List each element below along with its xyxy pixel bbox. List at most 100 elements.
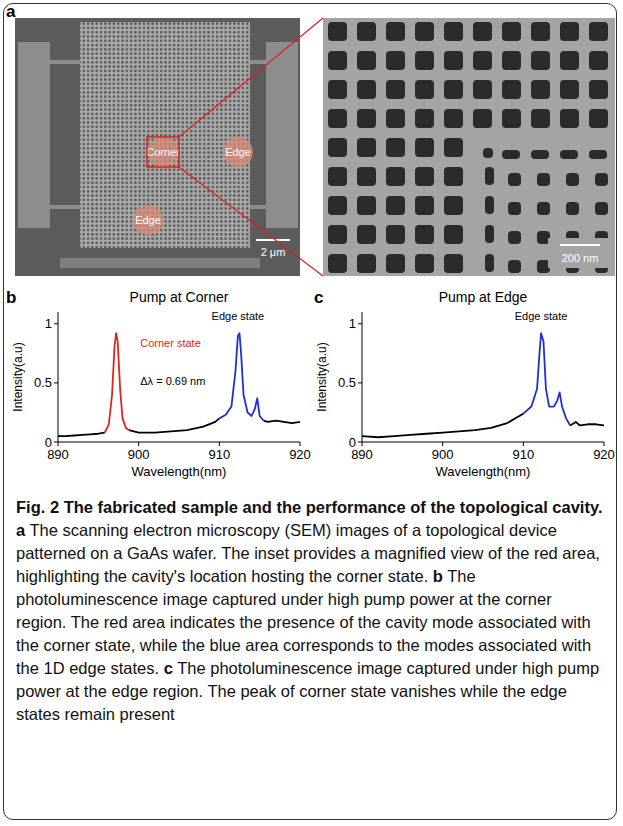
zoom-line xyxy=(179,167,323,276)
zoom-line xyxy=(179,18,323,137)
x-axis-title: Wavelength(nm) xyxy=(436,464,531,479)
sem-hole xyxy=(444,225,463,244)
caption-title: Fig. 2 The fabricated sample and the per… xyxy=(16,498,602,516)
y-axis-title: Intensity(a.u) xyxy=(11,342,25,411)
y-tick-label: 0 xyxy=(349,435,356,450)
sem-hole xyxy=(386,80,405,99)
sem-hole xyxy=(589,22,608,41)
sem-hole xyxy=(444,167,463,186)
sem-hole xyxy=(473,22,492,41)
sem-background xyxy=(323,18,615,276)
zoom-box xyxy=(147,137,179,167)
sem-hole xyxy=(357,254,376,273)
sem-hole xyxy=(485,225,494,243)
sem-hole xyxy=(589,80,608,99)
sem-hole xyxy=(508,260,521,273)
sem-hole xyxy=(444,22,463,41)
sem-hole xyxy=(485,254,494,272)
sem-hole xyxy=(473,109,492,128)
sem-hole xyxy=(386,51,405,70)
y-tick-label: 1 xyxy=(45,316,52,331)
sem-hole xyxy=(589,51,608,70)
spot-label: Corner xyxy=(146,146,180,158)
sem-hole xyxy=(357,167,376,186)
annotation: Edge state xyxy=(515,310,568,322)
sem-hole xyxy=(328,167,347,186)
y-axis xyxy=(58,312,59,442)
sem-hole xyxy=(444,196,463,215)
sem-pad xyxy=(266,42,298,228)
sem-hole xyxy=(531,150,549,159)
x-tick xyxy=(442,442,443,446)
spot-label: Edge xyxy=(135,214,161,226)
sem-hole xyxy=(595,202,608,215)
x-tick-label: 900 xyxy=(128,447,150,462)
sem-background xyxy=(15,18,300,276)
sem-hole xyxy=(508,173,521,186)
sem-hole xyxy=(483,148,493,158)
y-tick xyxy=(358,382,362,383)
sem-hole xyxy=(531,109,550,128)
y-tick xyxy=(358,442,362,443)
sem-hole xyxy=(415,109,434,128)
sem-beam xyxy=(50,60,80,64)
sem-hole xyxy=(560,150,578,159)
sem-hole xyxy=(444,109,463,128)
sem-hole xyxy=(560,109,579,128)
x-axis xyxy=(58,442,300,443)
sem-hole xyxy=(531,51,550,70)
y-tick-label: 0.5 xyxy=(338,375,356,390)
spectrum-line xyxy=(523,333,570,425)
panel-letter: a xyxy=(6,2,16,21)
sem-hole xyxy=(328,51,347,70)
sem-hole xyxy=(328,109,347,128)
x-tick xyxy=(300,442,301,446)
x-tick-label: 920 xyxy=(593,447,615,462)
y-tick-label: 1 xyxy=(349,316,356,331)
sem-hole xyxy=(502,80,521,99)
sem-hole xyxy=(560,80,579,99)
sem-hole xyxy=(415,254,434,273)
sem-hole xyxy=(566,173,579,186)
sem-hole xyxy=(537,202,550,215)
y-tick xyxy=(54,323,58,324)
scale-label: 200 nm xyxy=(562,252,599,264)
y-axis-title: Intensity(a.u) xyxy=(315,342,329,411)
caption-label: b xyxy=(433,567,443,585)
scale-bar xyxy=(560,244,600,246)
chart-title: Pump at Edge xyxy=(439,289,528,305)
y-tick-label: 0 xyxy=(45,435,52,450)
sem-hole xyxy=(357,80,376,99)
sem-hole xyxy=(386,22,405,41)
sem-hole xyxy=(415,22,434,41)
sem-hole xyxy=(485,167,494,185)
sem-hole xyxy=(444,254,463,273)
sem-hole xyxy=(502,22,521,41)
x-tick xyxy=(523,442,524,446)
y-tick-label: 0.5 xyxy=(34,375,52,390)
caption-label: a xyxy=(16,521,25,539)
sem-hole xyxy=(473,51,492,70)
sem-hole xyxy=(415,51,434,70)
sem-hole xyxy=(415,196,434,215)
sem-lattice xyxy=(80,22,250,248)
sem-hole xyxy=(508,231,521,244)
sem-hole xyxy=(357,22,376,41)
sem-hole xyxy=(531,80,550,99)
sem-hole xyxy=(508,202,521,215)
x-tick-label: 920 xyxy=(289,447,311,462)
pump-spot xyxy=(223,137,253,167)
x-tick xyxy=(219,442,220,446)
sem-hole xyxy=(357,51,376,70)
sem-bottom xyxy=(60,258,260,268)
sem-hole xyxy=(537,173,550,186)
spectrum-line xyxy=(219,333,263,420)
x-tick xyxy=(58,442,59,446)
sem-hole xyxy=(589,150,607,159)
chart-title: Pump at Corner xyxy=(130,289,229,305)
panel-letter: b xyxy=(6,288,16,307)
plot-data xyxy=(58,333,300,436)
x-tick-label: 910 xyxy=(208,447,230,462)
sem-hole xyxy=(328,22,347,41)
x-axis xyxy=(362,442,604,443)
